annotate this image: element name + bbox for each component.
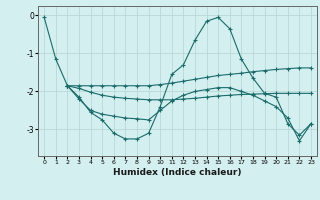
X-axis label: Humidex (Indice chaleur): Humidex (Indice chaleur) (113, 168, 242, 177)
